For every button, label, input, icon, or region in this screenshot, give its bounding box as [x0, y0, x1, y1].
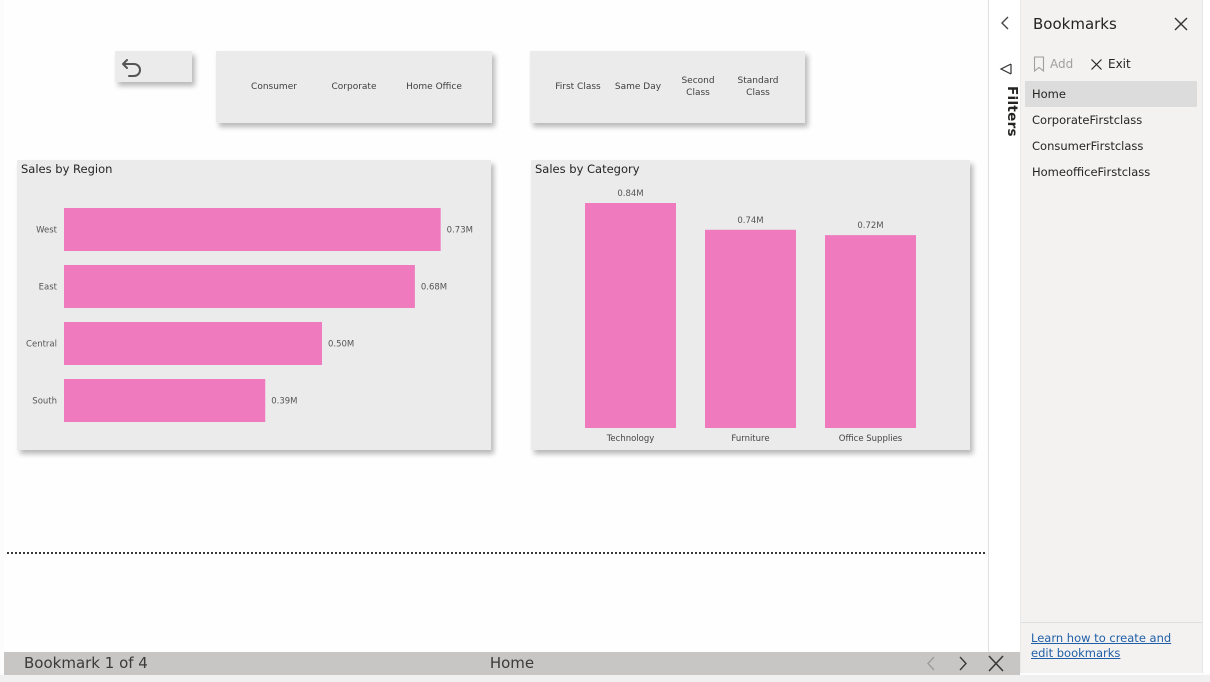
bookmark-item-corporate-firstclass[interactable]: CorporateFirstclass	[1032, 113, 1143, 127]
sales-by-region-chart[interactable]: Sales by Region West 0.73M East 0.68M Centra…	[17, 160, 491, 450]
region-data-label: 0.39M	[271, 397, 297, 407]
region-bar[interactable]	[64, 322, 322, 365]
region-axis-label: Central	[26, 340, 57, 350]
region-bar[interactable]	[64, 208, 441, 251]
bookmarks-pane: Bookmarks Add Exit Home CorporateFirstcl…	[1021, 0, 1202, 673]
region-axis-label: West	[36, 226, 58, 236]
chart-title: Sales by Category	[535, 162, 640, 176]
slicer-item-first-class[interactable]: First Class	[555, 82, 601, 92]
chevron-left-icon[interactable]	[922, 654, 940, 673]
ship-mode-slicer: First Class Same Day Second Class Standa…	[530, 51, 805, 123]
slicer-item-standard-class[interactable]: Standard Class	[737, 76, 779, 98]
region-bar-chart-svg: West 0.73M East 0.68M Central 0.50M South 0.39M	[26, 208, 473, 422]
learn-bookmarks-link[interactable]: Learn how to create and edit bookmarks	[1031, 631, 1172, 660]
category-data-label: 0.84M	[617, 189, 643, 199]
bookmark-item-homeoffice-firstclass[interactable]: HomeofficeFirstclass	[1032, 165, 1151, 179]
region-data-label: 0.73M	[447, 226, 473, 236]
bookmark-navigation-bar: Bookmark 1 of 4 Home	[4, 652, 1020, 675]
bookmark-icon	[1033, 56, 1045, 72]
slicer-item-second-class[interactable]: Second Class	[681, 76, 715, 98]
filters-pane-collapsed[interactable]: Filters	[988, 0, 1021, 673]
region-bar[interactable]	[64, 379, 266, 422]
category-data-label: 0.72M	[857, 221, 883, 231]
category-axis-label: Technology	[606, 434, 655, 444]
filters-label[interactable]: Filters	[1004, 86, 1020, 137]
category-bar[interactable]	[705, 229, 796, 428]
bookmark-count: Bookmark 1 of 4	[24, 654, 148, 672]
filter-icon	[999, 63, 1012, 75]
region-bar[interactable]	[64, 265, 415, 308]
slicer-item-same-day[interactable]: Same Day	[614, 82, 662, 92]
add-bookmark-button[interactable]: Add	[1033, 54, 1073, 74]
chart-title: Sales by Region	[21, 162, 113, 176]
add-label: Add	[1050, 57, 1074, 71]
divider	[1021, 622, 1202, 623]
undo-arrow-icon	[122, 59, 141, 77]
close-icon[interactable]	[986, 654, 1006, 673]
slicer-item-corporate[interactable]: Corporate	[331, 82, 377, 92]
exit-button[interactable]: Exit	[1090, 54, 1131, 74]
bookmark-item-home[interactable]: Home	[1025, 81, 1197, 107]
category-column-chart-svg: 0.84M Technology 0.74M Furniture 0.72M Office…	[585, 189, 916, 444]
region-axis-label: East	[39, 283, 58, 293]
category-axis-label: Office Supplies	[839, 434, 903, 444]
slicer-item-home-office[interactable]: Home Office	[406, 82, 462, 92]
exit-label: Exit	[1108, 57, 1131, 71]
segment-slicer: Consumer Corporate Home Office	[216, 51, 492, 123]
page-boundary-line	[7, 552, 985, 554]
category-axis-label: Furniture	[731, 434, 769, 444]
region-data-label: 0.50M	[328, 340, 354, 350]
close-icon[interactable]	[1172, 15, 1190, 33]
category-bar[interactable]	[585, 203, 676, 428]
category-bar[interactable]	[825, 235, 916, 428]
current-bookmark-name: Home	[489, 654, 535, 672]
pane-edge	[1202, 0, 1210, 673]
chevron-right-icon[interactable]	[954, 654, 972, 673]
report-canvas: Consumer Corporate Home Office First Cla…	[4, 0, 988, 652]
sales-by-category-chart[interactable]: Sales by Category 0.84M Technology 0.74M Fu…	[531, 160, 970, 450]
bookmark-list: Home CorporateFirstclass ConsumerFirstcl…	[1025, 81, 1197, 185]
slicer-item-consumer[interactable]: Consumer	[251, 82, 297, 92]
category-data-label: 0.74M	[737, 216, 763, 226]
close-icon	[1091, 58, 1102, 70]
region-axis-label: South	[32, 397, 57, 407]
back-button[interactable]	[115, 51, 192, 82]
bookmark-item-consumer-firstclass[interactable]: ConsumerFirstclass	[1032, 139, 1144, 153]
status-strip	[0, 675, 1210, 682]
region-data-label: 0.68M	[421, 283, 447, 293]
chevron-left-icon[interactable]	[998, 14, 1014, 32]
bookmarks-title: Bookmarks	[1033, 15, 1117, 33]
